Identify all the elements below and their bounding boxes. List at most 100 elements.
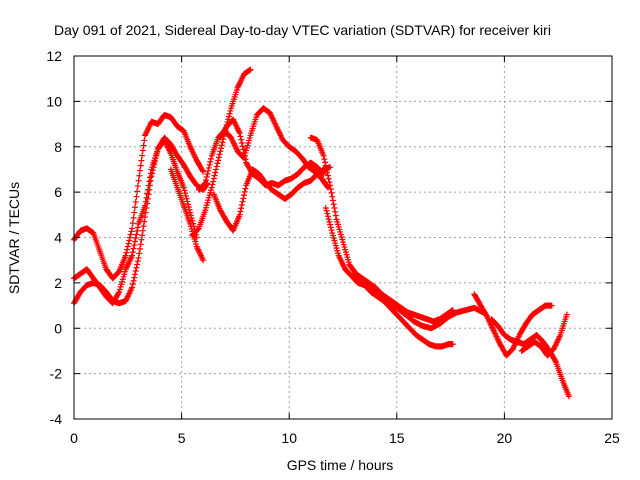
- data-point: [324, 213, 331, 220]
- data-point: [240, 195, 247, 202]
- data-point: [241, 149, 248, 156]
- data-point: [330, 201, 337, 208]
- data-point: [135, 177, 142, 184]
- data-point: [126, 237, 133, 244]
- data-point: [552, 358, 559, 365]
- data-point: [138, 236, 145, 243]
- data-point: [201, 180, 208, 187]
- data-point: [143, 205, 150, 212]
- series-arc14: [518, 311, 570, 359]
- x-tick-label: 0: [70, 430, 78, 446]
- data-point: [185, 201, 192, 208]
- data-point: [326, 218, 333, 225]
- data-point: [145, 191, 152, 198]
- y-tick-label: -2: [50, 366, 63, 382]
- data-point: [133, 193, 140, 200]
- data-point: [211, 172, 218, 179]
- data-point: [214, 160, 221, 167]
- data-point: [129, 281, 136, 288]
- data-point: [227, 107, 234, 114]
- data-point: [130, 214, 137, 221]
- data-point: [208, 155, 215, 162]
- data-point: [324, 169, 331, 176]
- series-arc4: [167, 166, 207, 264]
- data-point: [323, 207, 330, 214]
- data-point: [151, 161, 158, 168]
- series-arc11: [350, 270, 486, 332]
- data-point: [134, 261, 141, 268]
- data-point: [218, 142, 225, 149]
- data-point: [324, 210, 331, 217]
- data-point: [126, 234, 133, 241]
- y-tick-label: 2: [54, 275, 62, 291]
- data-point: [182, 192, 189, 199]
- data-point: [236, 211, 243, 218]
- data-point: [218, 145, 225, 152]
- x-tick-label: 5: [178, 430, 186, 446]
- data-point: [144, 195, 151, 202]
- y-axis-label: SDTVAR / TECUs: [6, 182, 22, 294]
- data-point: [137, 241, 144, 248]
- data-point: [131, 274, 138, 281]
- data-point: [134, 258, 141, 265]
- data-point: [210, 175, 217, 182]
- data-point: [135, 254, 142, 261]
- data-point: [136, 172, 143, 179]
- data-point: [149, 167, 156, 174]
- y-tick-label: 8: [54, 139, 62, 155]
- data-point: [202, 180, 209, 187]
- data-point: [238, 201, 245, 208]
- data-point: [219, 139, 226, 146]
- data-point: [134, 183, 141, 190]
- data-point: [202, 177, 209, 184]
- data-point: [129, 225, 136, 232]
- data-point: [132, 198, 139, 205]
- data-point: [130, 245, 137, 252]
- data-point: [332, 212, 339, 219]
- data-point: [180, 184, 187, 191]
- data-point: [140, 142, 147, 149]
- data-point: [449, 341, 456, 348]
- data-point: [216, 151, 223, 158]
- data-point: [322, 162, 329, 169]
- data-point: [189, 217, 196, 224]
- data-point: [324, 183, 331, 190]
- data-point: [184, 198, 191, 205]
- data-point: [139, 152, 146, 159]
- data-point: [327, 224, 334, 231]
- data-point: [181, 187, 188, 194]
- data-point: [205, 164, 212, 171]
- data-point: [217, 148, 224, 155]
- data-point: [144, 200, 151, 207]
- data-point: [136, 167, 143, 174]
- data-point: [134, 188, 141, 195]
- x-tick-label: 20: [497, 430, 513, 446]
- data-point: [139, 227, 146, 234]
- data-point: [154, 149, 161, 156]
- y-tick-label: 0: [54, 320, 62, 336]
- y-tick-label: 4: [54, 230, 62, 246]
- data-point: [209, 181, 216, 188]
- data-point: [141, 218, 148, 225]
- data-point: [213, 166, 220, 173]
- data-marks: [71, 66, 572, 400]
- data-point: [225, 113, 232, 120]
- series-arc7: [210, 164, 334, 234]
- data-point: [329, 193, 336, 200]
- data-point: [327, 186, 334, 193]
- data-point: [131, 271, 138, 278]
- data-point: [239, 198, 246, 205]
- data-point: [322, 159, 329, 166]
- data-point: [320, 152, 327, 159]
- data-point: [123, 249, 130, 256]
- axis-ticks: -4 -2 0 2 4 6 8 10 12 0 5 10 15 20 25: [46, 48, 620, 446]
- data-point: [146, 178, 153, 185]
- data-point: [132, 268, 139, 275]
- y-tick-label: -4: [50, 411, 63, 427]
- data-point: [241, 188, 248, 195]
- data-point: [152, 158, 159, 165]
- data-point: [323, 165, 330, 172]
- data-point: [331, 205, 338, 212]
- data-point: [204, 170, 211, 177]
